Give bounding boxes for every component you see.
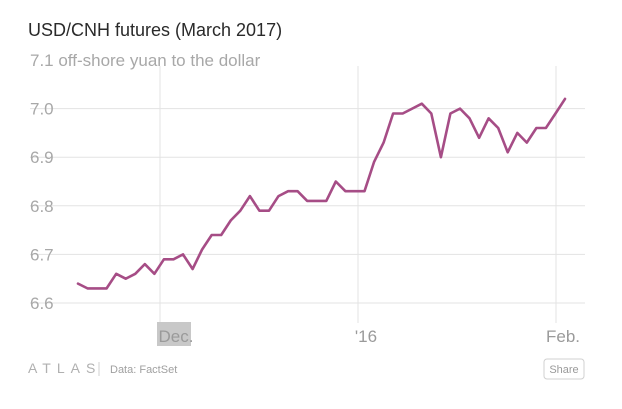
- y-tick-label: 7.1 off-shore yuan to the dollar: [30, 51, 261, 70]
- x-tick-label: Dec.: [159, 327, 194, 346]
- share-label: Share: [549, 364, 578, 376]
- series-line: [76, 97, 567, 290]
- chart-title: USD/CNH futures (March 2017): [28, 20, 282, 40]
- share-button[interactable]: Share: [543, 358, 585, 380]
- y-tick-label: 6.6: [30, 294, 54, 313]
- x-tick-label: Feb.: [546, 327, 580, 346]
- y-tick-label: 6.8: [30, 197, 54, 216]
- y-tick-label: 6.9: [30, 148, 54, 167]
- data-source: Data: FactSet: [110, 364, 177, 376]
- y-tick-label: 7.0: [30, 100, 54, 119]
- atlas-logo: ATLAS: [28, 360, 101, 376]
- y-tick-label: 6.7: [30, 245, 54, 264]
- x-tick-highlight: [157, 322, 191, 346]
- x-tick-label: '16: [355, 327, 377, 346]
